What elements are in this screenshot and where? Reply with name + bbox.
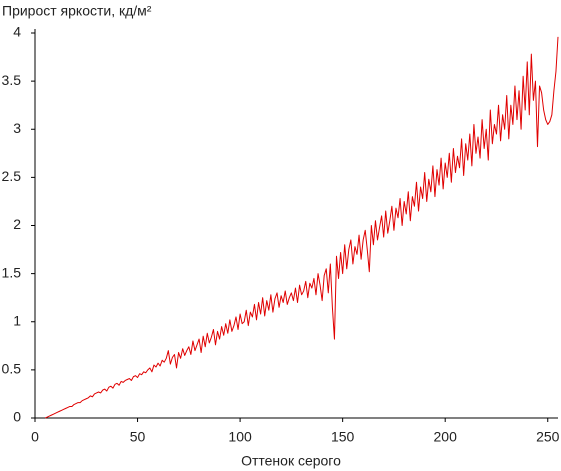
y-tick-label: 3 <box>13 120 21 136</box>
x-tick-label: 150 <box>331 429 355 445</box>
y-tick-label: 2.5 <box>2 168 22 184</box>
x-tick-label: 250 <box>536 429 560 445</box>
y-tick-label: 3.5 <box>2 72 22 88</box>
y-tick-label: 1.5 <box>2 264 22 280</box>
x-tick-label: 50 <box>130 429 146 445</box>
chart-title: Прирост яркости, кд/м² <box>2 3 152 19</box>
x-tick-label: 100 <box>228 429 252 445</box>
x-axis-label: Оттенок серого <box>241 453 341 469</box>
y-tick-label: 0 <box>13 409 21 425</box>
y-tick-label: 0.5 <box>2 361 22 377</box>
y-tick-label: 2 <box>13 216 21 232</box>
x-tick-label: 200 <box>434 429 458 445</box>
y-tick-label: 4 <box>13 24 21 40</box>
data-line <box>45 36 559 419</box>
x-tick-label: 0 <box>31 429 39 445</box>
y-tick-label: 1 <box>13 312 21 328</box>
